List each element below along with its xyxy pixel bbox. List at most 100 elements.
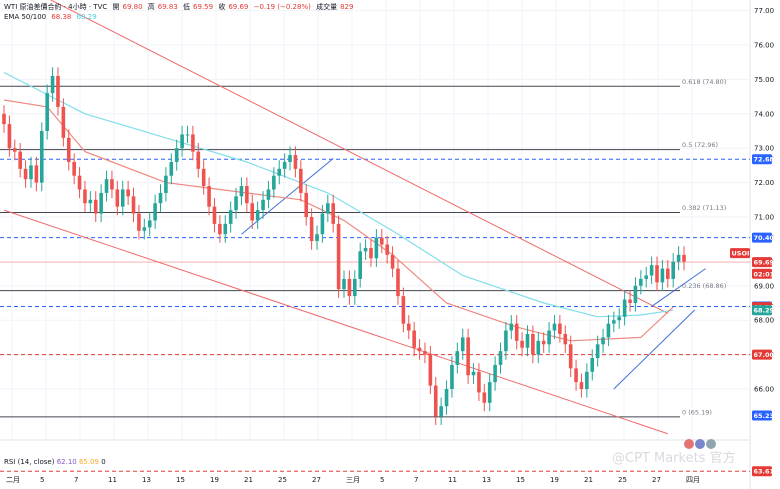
candle-body: [541, 340, 546, 345]
price-tick-label: 77.00: [754, 7, 774, 15]
candle-body: [228, 210, 233, 224]
candle-body: [66, 137, 71, 162]
price-tag: [752, 232, 772, 243]
candle-body: [531, 333, 535, 355]
channel-upper-line: [49, 0, 669, 314]
rsi-value: 62.10: [56, 458, 77, 466]
candle-body: [56, 75, 60, 107]
time-axis: 二月 5 7 11 13 15 19 21 25 27 三月 5 7 11 13 15 19 21 25 27 四月: [6, 476, 700, 484]
price-tag-label: 72.68: [754, 156, 775, 164]
candle-body: [644, 275, 649, 279]
candle-body: [277, 168, 282, 176]
candle-body: [682, 254, 686, 262]
time-tick-label: 13: [142, 476, 151, 484]
price-tick-label: 68.00: [754, 317, 774, 325]
candle-body: [520, 340, 524, 348]
candle-body: [660, 268, 665, 283]
candle-body: [142, 227, 147, 231]
candle-body: [336, 223, 341, 290]
watermark: @CPT Markets 官方: [612, 451, 736, 466]
candle-body: [676, 254, 681, 262]
candle-body: [342, 278, 346, 290]
rsi-ma-value: 65.09: [78, 458, 100, 466]
price-tick-label: 76.00: [754, 42, 774, 50]
candle-body: [261, 199, 265, 211]
candle-body: [120, 189, 125, 207]
price-tag: [752, 349, 772, 360]
candle-body: [212, 206, 217, 224]
time-tick-label: 11: [448, 476, 457, 484]
candle-body: [482, 392, 487, 403]
candle-body: [585, 371, 589, 389]
candle-body: [99, 192, 103, 214]
candle-body: [385, 244, 389, 255]
time-tick-label: 11: [108, 476, 117, 484]
candle-body: [250, 203, 255, 221]
close-value: 69.69: [228, 3, 249, 11]
candle-body: [180, 134, 184, 149]
candle-body: [61, 106, 66, 138]
candle-body: [466, 337, 470, 376]
price-tick-label: 75.00: [754, 76, 774, 84]
candle-body: [288, 155, 292, 162]
time-tick-label: 21: [244, 476, 253, 484]
rsi-label: RSI (14, close): [4, 458, 55, 466]
price-tag: [752, 154, 772, 165]
candle-body: [363, 247, 368, 252]
candle-body: [558, 323, 562, 334]
price-tick-label: 72.00: [754, 179, 774, 187]
candle-body: [568, 344, 573, 369]
time-tick-label: 15: [516, 476, 525, 484]
candle-body: [12, 148, 17, 152]
candle-body: [406, 323, 411, 331]
price-tag-label: 02:01:14: [754, 270, 780, 278]
candle-body: [423, 351, 427, 355]
candle-body: [18, 151, 22, 169]
trend-lines: [3, 0, 706, 435]
time-tick-label: 25: [278, 476, 287, 484]
price-tick-label: 71.00: [754, 214, 774, 222]
candle-body: [352, 278, 357, 297]
candle-body: [504, 330, 508, 352]
candle-body: [131, 196, 136, 214]
time-tick-label: 二月: [6, 476, 20, 484]
time-tick-label: 5: [40, 476, 44, 484]
open-value: 69.80: [122, 3, 143, 11]
candle-body: [23, 168, 28, 180]
fib-level-label: 0 (65.19): [682, 408, 712, 416]
time-tick-label: 15: [176, 476, 185, 484]
high-label: 高: [147, 3, 155, 11]
price-tag-label: 70.40: [754, 234, 775, 242]
candle-body: [428, 354, 433, 386]
candle-body: [293, 155, 298, 169]
time-tick-label: 13: [482, 476, 491, 484]
candle-body: [93, 199, 98, 214]
low-label: 低: [183, 3, 191, 11]
trend-line: [613, 309, 696, 390]
candle-body: [412, 330, 416, 348]
low-value: 69.59: [193, 3, 214, 11]
candle-body: [83, 189, 87, 204]
candle-body: [304, 192, 309, 217]
candle-body: [612, 320, 616, 324]
trend-line: [241, 158, 334, 235]
price-tick-label: 74.00: [754, 110, 774, 118]
candle-body: [666, 268, 670, 279]
candle-body: [514, 323, 519, 341]
candle-body: [579, 382, 584, 389]
time-tick-label: 7: [414, 476, 418, 484]
time-tick-label: 19: [210, 476, 219, 484]
time-tick-label: 25: [618, 476, 627, 484]
volume-value: 829: [340, 3, 354, 11]
time-tick-label: 27: [312, 476, 321, 484]
candle-body: [347, 278, 352, 297]
price-tag: [752, 268, 772, 279]
time-tick-label: 四月: [686, 476, 700, 484]
candle-body: [493, 364, 497, 383]
candle-body: [655, 265, 659, 283]
price-tick-label: 73.00: [754, 145, 774, 153]
ema-label: EMA 50/100: [4, 13, 47, 21]
price-tag: [752, 466, 772, 477]
candle-body: [115, 189, 120, 207]
candle-body: [164, 175, 168, 193]
